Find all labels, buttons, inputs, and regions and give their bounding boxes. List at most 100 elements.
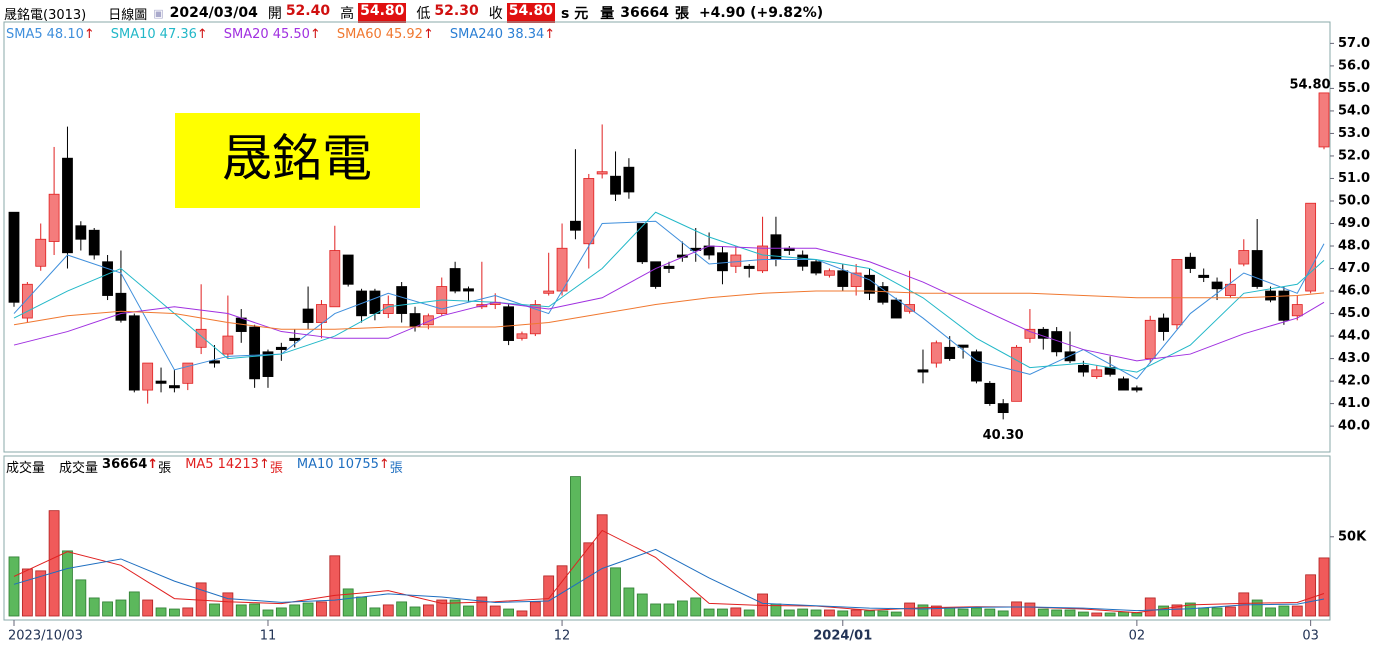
volume-bar [249,603,261,617]
annotation: 54.80 [1289,77,1330,92]
y-tick-label: 54.0 [1338,103,1370,118]
candle-body [275,346,287,350]
volume-bar [743,609,755,617]
period: 日線圖 [108,7,148,23]
candle-body [917,369,929,373]
volume-bar [1077,611,1089,617]
candle-body [984,382,996,404]
volume-bar [997,610,1009,617]
volume-bar [1225,606,1236,617]
ma-line [13,220,1325,380]
legend-value: 45.50 [272,27,310,42]
y-tick-label: 40.0 [1338,419,1370,434]
ma-line [13,290,1325,330]
candle-body [289,337,301,341]
volume-bar [436,599,448,617]
volume-bar [128,591,140,617]
candle-body [650,261,662,287]
ohlc-value: 54.80 [506,3,555,23]
legend-value-wrap: 14213 ↑ 張 [218,457,283,476]
volume-bar [529,601,541,617]
volume-bar [837,610,849,617]
volume-bar [1198,607,1210,617]
price-legend: SMA5 48.10 ↑ SMA10 47.36 ↑ SMA20 45.50 ↑ SMA60 45.… [6,27,555,42]
volume-bar [316,601,327,617]
candle-body [623,166,635,193]
stock-name: 晟銘電(3013) [4,7,87,23]
legend-value-wrap: 45.92 ↑ [386,27,434,42]
volume-bar [556,565,568,617]
volume-bar [1144,597,1156,617]
header: 晟銘電(3013) 日線圖 ▣ 2024/03/04 開 52.40 高 54.80 低… [4,3,824,23]
candle-body [930,342,942,364]
volume-bar [676,600,688,617]
candle-body [1211,281,1223,290]
candle-body [717,252,728,272]
change: +4.90 (+9.82%) [698,5,824,21]
candle-body [88,229,100,256]
volume-bar [102,601,113,617]
volume-bar [636,593,648,617]
volume-bar [329,555,341,617]
candle-body [1238,250,1250,265]
volume-bar [1091,612,1103,617]
volume-bar [209,603,220,617]
volume-bar [890,611,902,617]
candle-body [864,274,875,294]
volume-bar [650,603,662,617]
candle-body [944,346,956,359]
candle-body [1278,290,1290,321]
volume-bar [21,568,33,617]
volume-bar [476,596,488,617]
candle-body [169,385,180,389]
volume-bar [1251,599,1263,617]
candle-body [449,268,461,292]
volume-bar [503,608,514,617]
candle-body [1077,364,1089,373]
legend-arrow: ↑ [422,27,434,42]
legend-unit: 張 [389,461,403,476]
candle-body [503,306,514,341]
volume-bar [516,610,528,617]
volume-bar [155,607,167,617]
legend-value: 45.92 [385,27,423,42]
annotation: 40.30 [983,428,1024,443]
legend-value: 47.36 [159,27,197,42]
candle-body [222,335,234,355]
legend-name: SMA10 [110,27,156,42]
price-panel [3,21,1331,453]
y-tick-label: 55.0 [1338,81,1370,96]
volume-bar [1011,601,1022,617]
legend-item: SMA240 38.34 ↑ [450,27,555,42]
tail: s 元 [561,6,589,22]
candle-body [1158,317,1169,332]
volume-bar [1278,605,1290,617]
candle-body [35,238,47,267]
legend-name: SMA5 [6,27,43,42]
x-tick-label: 03 [1302,629,1319,644]
legend-value: 48.10 [46,27,84,42]
candle-body [850,272,862,287]
legend-name: 成交量 [59,461,99,476]
volume-bar [1037,608,1049,617]
ohlc-value: 52.40 [285,3,331,19]
candle-body [1318,92,1330,148]
volume-bar [810,609,822,617]
candle-body [142,362,154,391]
volume-bar [463,605,474,617]
ohlc-item: 收 54.80 [489,3,555,23]
candle-body [249,326,261,380]
y-tick-label: 48.0 [1338,239,1370,254]
y-tick-label: 49.0 [1338,216,1370,231]
volume-bar [1305,574,1317,617]
volume-bar [930,605,942,617]
volume-label: 量 [600,6,615,22]
x-tick-label: 2023/10/03 [8,629,83,644]
candle-body [743,265,755,269]
candle-body [62,157,73,254]
legend-name: SMA20 [223,27,269,42]
candle-body [1225,283,1236,296]
volume-bar [783,609,795,617]
candle-body [1011,346,1022,402]
